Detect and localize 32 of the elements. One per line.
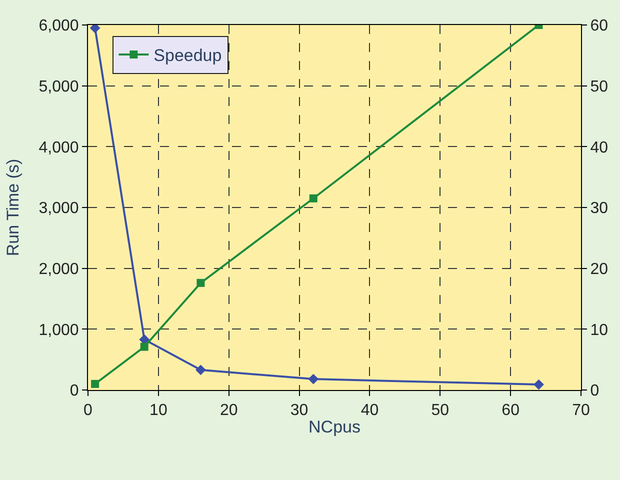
y2-tick-label: 10 [590,322,608,339]
y2-tick-label: 40 [590,139,608,156]
y-tick-label: 0 [70,382,79,400]
point [196,278,205,287]
y-tick-label: 5,000 [38,78,79,96]
y-tick-label: 3,000 [38,200,79,218]
x-axis-title: NCpus [308,418,360,437]
point [140,342,148,351]
x-tick-label: 70 [572,402,590,420]
x-tick-label: 0 [84,402,93,420]
y-axis-title: Run Time (s) [3,158,22,256]
legend-label: Speedup [154,46,222,66]
point [91,380,100,388]
x-tick-label: 30 [290,402,308,420]
point [309,194,318,202]
y-tick-label: 2,000 [38,260,79,278]
y-tick-label: 6,000 [38,18,79,35]
x-tick-label: 10 [150,402,168,420]
x-tick-label: 20 [220,402,238,420]
y2-tick-label: 50 [590,78,608,96]
x-tick-label: 50 [431,402,450,420]
point [308,374,319,384]
y2-tick-label: 30 [590,200,608,218]
y-tick-label: 1,000 [38,322,79,339]
y2-tick-label: 60 [590,18,608,35]
y2-tick-label: 20 [590,260,608,278]
x-tick-label: 40 [360,402,379,420]
x-tick-label: 60 [502,402,520,420]
y2-tick-label: 0 [590,382,600,400]
y-tick-label: 4,000 [38,139,79,156]
point [195,364,206,376]
point [534,379,544,390]
